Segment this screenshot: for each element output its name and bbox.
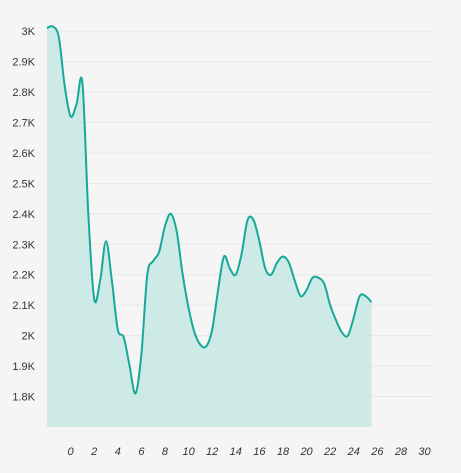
x-tick-label: 8 bbox=[162, 446, 169, 458]
x-tick-label: 18 bbox=[277, 446, 290, 458]
y-tick-label: 1.9K bbox=[12, 361, 35, 373]
y-tick-label: 2.1K bbox=[12, 300, 35, 312]
y-tick-label: 2.2K bbox=[12, 270, 35, 282]
y-tick-label: 2.7K bbox=[12, 117, 35, 129]
series-line bbox=[46, 25, 373, 395]
x-tick-label: 14 bbox=[230, 446, 242, 458]
x-tick-label: 24 bbox=[347, 446, 360, 458]
y-tick-label: 2.3K bbox=[12, 239, 35, 251]
area-fill bbox=[47, 26, 372, 428]
y-tick-label: 2.4K bbox=[12, 209, 35, 221]
x-tick-label: 28 bbox=[394, 446, 408, 458]
x-tick-label: 20 bbox=[299, 446, 313, 458]
y-tick-label: 2.8K bbox=[12, 87, 35, 99]
y-axis: 1.8K 1.9K 2K 2.1K 2.2K 2.3K 2.4K 2.5K 2.6K 2.7K 2.… bbox=[12, 26, 35, 403]
x-tick-label: 30 bbox=[418, 446, 431, 458]
x-tick-label: 12 bbox=[206, 446, 218, 458]
y-tick-label: 1.8K bbox=[12, 392, 35, 404]
y-tick-label: 3K bbox=[22, 26, 36, 38]
x-tick-label: 0 bbox=[68, 446, 75, 458]
y-tick-label: 2.5K bbox=[12, 178, 35, 190]
y-tick-label: 2.6K bbox=[12, 148, 35, 160]
x-tick-label: 16 bbox=[253, 446, 266, 458]
x-tick-label: 10 bbox=[182, 446, 195, 458]
y-tick-label: 2.9K bbox=[12, 57, 35, 69]
x-axis: 0 2 4 6 8 10 12 14 16 18 20 22 24 26 28 30 bbox=[68, 446, 432, 458]
x-tick-label: 2 bbox=[90, 446, 97, 458]
x-tick-label: 26 bbox=[370, 446, 384, 458]
x-tick-label: 22 bbox=[323, 446, 336, 458]
x-tick-label: 6 bbox=[138, 446, 145, 458]
y-tick-label: 2K bbox=[22, 331, 36, 343]
x-tick-label: 4 bbox=[115, 446, 121, 458]
